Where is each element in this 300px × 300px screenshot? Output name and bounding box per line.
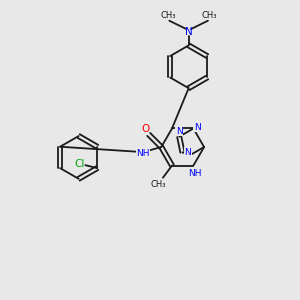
Text: O: O — [142, 124, 150, 134]
Text: CH₃: CH₃ — [202, 11, 217, 20]
Text: N: N — [194, 122, 201, 131]
Text: NH: NH — [136, 149, 150, 158]
Text: NH: NH — [188, 169, 202, 178]
Text: Cl: Cl — [75, 159, 85, 169]
Text: N: N — [184, 148, 191, 157]
Text: N: N — [185, 27, 193, 37]
Text: N: N — [176, 127, 183, 136]
Text: CH₃: CH₃ — [160, 11, 176, 20]
Text: CH₃: CH₃ — [150, 180, 166, 189]
